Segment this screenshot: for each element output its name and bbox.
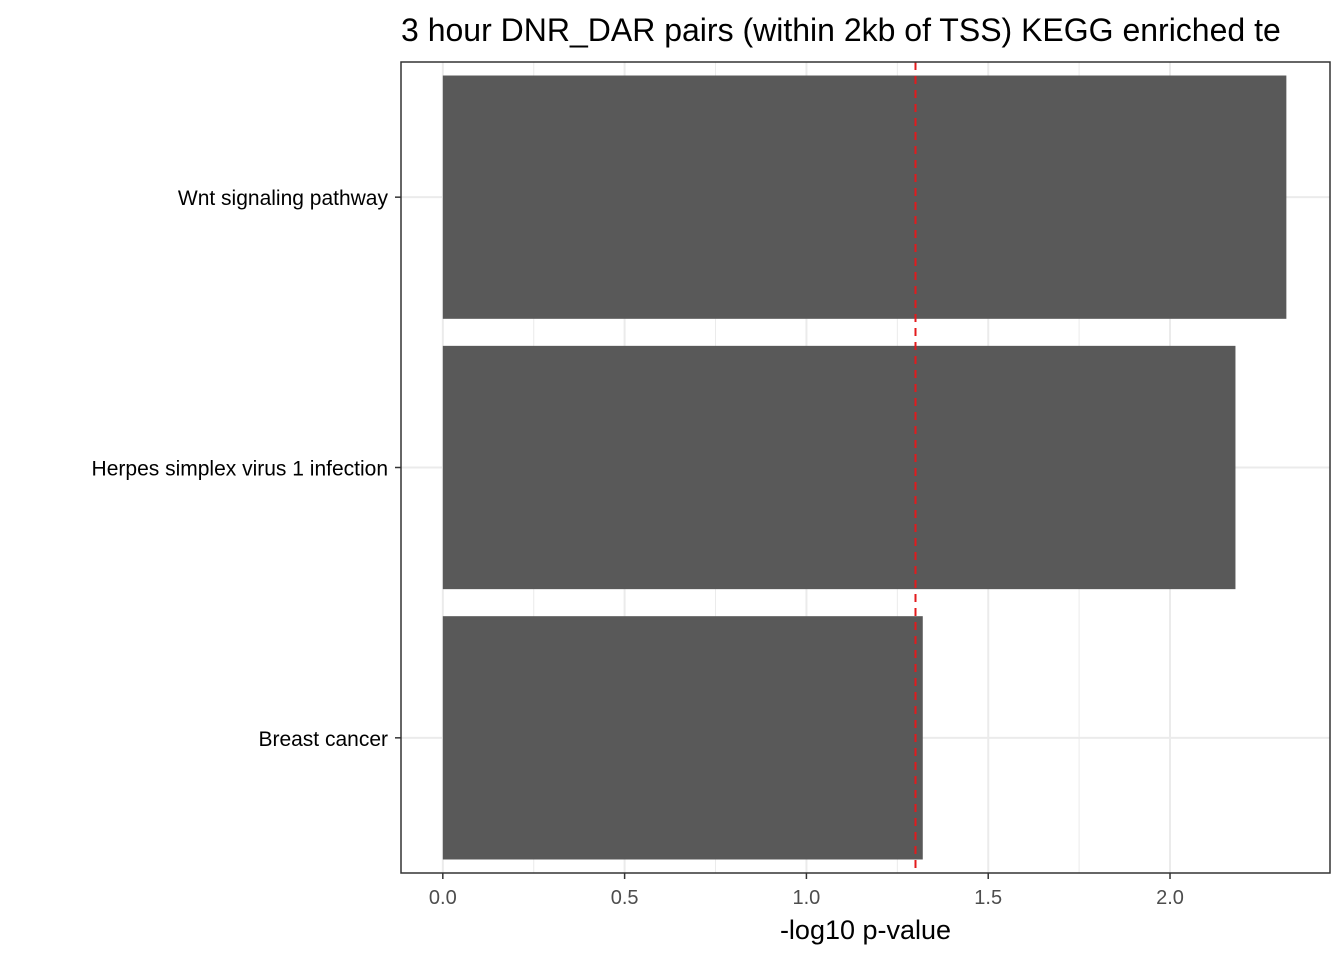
x-tick-label: 0.5 (611, 887, 639, 909)
x-axis: 0.0 0.5 1.0 1.5 2.0 (429, 873, 1184, 909)
x-tick-label: 1.5 (974, 887, 1002, 909)
bar-2 (442, 345, 1236, 590)
y-axis: Wnt signaling pathway Herpes simplex viru… (92, 187, 401, 751)
bar-3 (442, 616, 923, 860)
y-tick-label: Herpes simplex virus 1 infection (92, 458, 388, 481)
x-tick-label: 1.0 (793, 887, 821, 909)
chart-title: 3 hour DNR_DAR pairs (within 2kb of TSS)… (401, 12, 1281, 48)
x-axis-title: -log10 p-value (780, 915, 951, 945)
y-tick-label: Wnt signaling pathway (178, 187, 389, 210)
x-tick-label: 2.0 (1156, 887, 1184, 909)
x-tick-label: 0.0 (429, 887, 457, 909)
y-tick-label: Breast cancer (258, 728, 388, 751)
bar-1 (442, 75, 1287, 319)
bars-layer (442, 75, 1287, 860)
